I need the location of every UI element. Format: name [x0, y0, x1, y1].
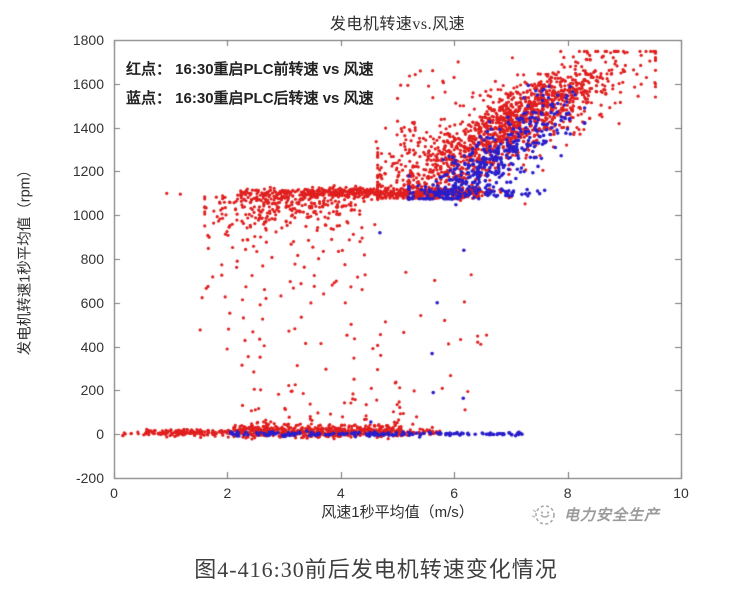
x-tick-label: 2: [223, 485, 232, 501]
figure-caption: 图4-416:30前后发电机转速变化情况: [194, 557, 558, 582]
y-tick-label: 1800: [72, 32, 104, 48]
y-axis-tick-labels: -200 0 200 400 600 800 1000 1200 1400 1600 1800: [42, 0, 108, 545]
y-axis-label: 发电机转速1秒平均值（rpm）: [17, 162, 34, 356]
y-tick-label: -200: [75, 470, 104, 486]
y-tick-label: 800: [80, 251, 104, 267]
y-tick-label: 1600: [72, 75, 104, 92]
y-tick-label: 1400: [72, 119, 104, 136]
y-tick-label: 0: [96, 426, 104, 443]
x-tick-label: 8: [563, 485, 572, 501]
y-tick-label: 1000: [72, 207, 104, 224]
scatter-plot-canvas: [0, 0, 752, 545]
x-tick-label: 0: [110, 485, 118, 501]
chart-title: 发电机转速vs.风速: [329, 16, 466, 33]
y-tick-label: 400: [80, 338, 104, 355]
x-tick-label: 10: [673, 485, 689, 501]
y-tick-label: 200: [80, 382, 104, 399]
x-axis-tick-labels: 0 2 4 6 8 10: [0, 485, 752, 505]
annotation-red-series: 红点： 16:30重启PLC前转速 vs 风速: [126, 61, 374, 78]
x-axis-label: 风速1秒平均值（m/s）: [321, 504, 474, 521]
y-tick-label: 600: [80, 294, 104, 311]
x-tick-label: 4: [336, 485, 345, 501]
x-tick-label: 6: [450, 485, 459, 501]
watermark-text: 电力安全生产: [564, 506, 661, 524]
y-tick-label: 1200: [72, 163, 104, 180]
watermark: 电力安全生产: [531, 502, 660, 526]
annotation-blue-series: 蓝点： 16:30重启PLC后转速 vs 风速: [126, 90, 374, 107]
watermark-logo-icon: [531, 502, 557, 526]
